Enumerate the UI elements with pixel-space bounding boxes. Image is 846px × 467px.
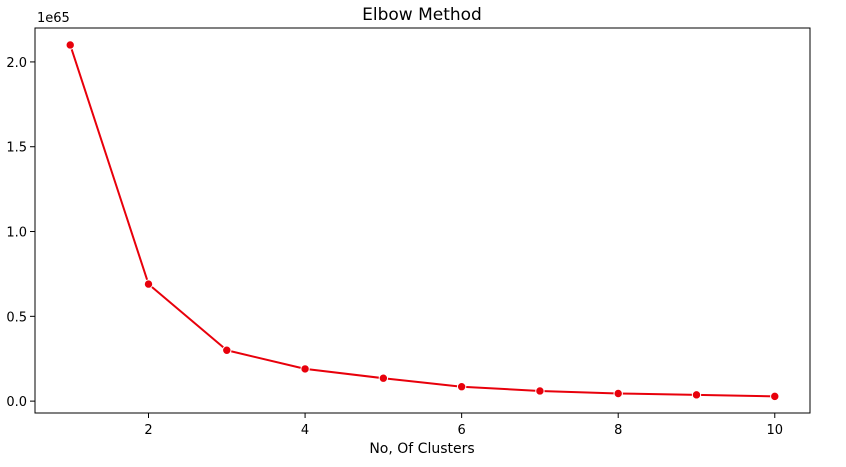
data-point <box>613 388 623 399</box>
y-tick-label: 1.5 <box>6 141 27 156</box>
y-tick-label: 2.0 <box>6 56 27 71</box>
data-point <box>378 373 389 383</box>
data-point <box>456 382 467 392</box>
y-axis-ticks: 0.0 0.5 1.0 1.5 2.0 <box>6 56 35 410</box>
y-tick-label: 0.5 <box>6 310 27 325</box>
x-tick-label: 10 <box>766 423 783 438</box>
chart-title: Elbow Method <box>362 5 482 25</box>
x-axis-ticks: 2 4 6 8 10 <box>144 413 783 438</box>
x-axis-label: No, Of Clusters <box>369 441 474 457</box>
data-point <box>535 386 545 396</box>
data-point <box>143 279 154 289</box>
data-point <box>65 40 75 50</box>
axes-frame <box>34 27 811 414</box>
x-tick-label: 8 <box>614 423 622 438</box>
x-tick-label: 2 <box>144 423 152 438</box>
y-tick-label: 0.0 <box>6 395 27 410</box>
y-tick-label: 1.0 <box>6 226 27 241</box>
plot-area <box>65 40 780 402</box>
y-axis-offset-label: 1e65 <box>37 11 70 26</box>
x-tick-label: 6 <box>458 423 466 438</box>
data-point <box>691 390 702 400</box>
series-line <box>69 44 775 398</box>
x-tick-label: 4 <box>301 423 309 438</box>
data-point <box>222 345 232 355</box>
data-point <box>770 391 780 402</box>
data-point <box>300 364 310 374</box>
